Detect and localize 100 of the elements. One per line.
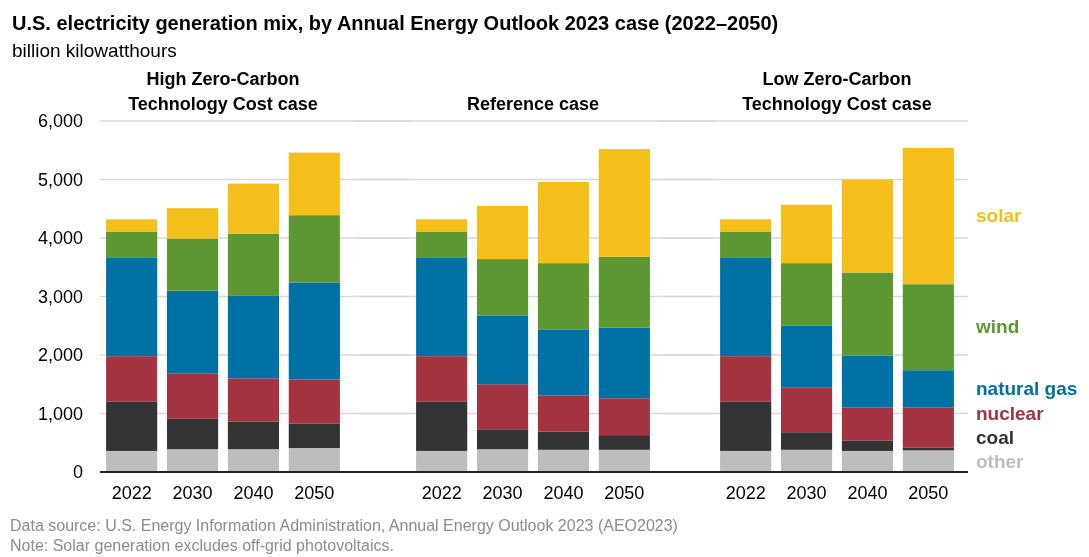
x-tick-label: 2030 <box>482 482 523 503</box>
series-label: nuclear <box>976 403 1045 424</box>
x-tick-label: 2022 <box>725 482 766 503</box>
bar <box>106 219 158 232</box>
bar <box>902 450 954 472</box>
bar <box>476 429 529 450</box>
text: Note: Solar generation excludes off-grid photovoltaics. <box>10 537 394 554</box>
x-axis-title: Low Zero-Carbon Technology Cost case <box>742 69 932 114</box>
bar <box>227 378 280 422</box>
bar <box>227 233 280 296</box>
bar <box>166 290 219 374</box>
x-tick-label: 2050 <box>604 482 645 503</box>
bar <box>227 295 280 379</box>
x-tick-label: 2022 <box>111 482 152 503</box>
bar <box>476 205 529 260</box>
x-tick-label: 2030 <box>172 482 213 503</box>
y-tick-label: 2,000 <box>37 345 83 366</box>
bar <box>476 384 529 430</box>
bar <box>537 449 590 472</box>
bar <box>416 231 468 258</box>
bar <box>598 398 650 436</box>
bar <box>598 449 650 472</box>
y-tick-label: 0 <box>72 462 83 483</box>
bar <box>841 407 894 441</box>
x-axis-title: Reference case <box>466 94 600 114</box>
x-tick-label: 2040 <box>847 482 888 503</box>
bar <box>537 263 590 330</box>
y-tick-label: 3,000 <box>37 286 83 307</box>
bar <box>537 329 590 396</box>
bar <box>106 231 158 258</box>
bar <box>288 282 340 380</box>
bar <box>780 204 833 264</box>
bar <box>841 272 894 356</box>
x-tick-label: 2040 <box>233 482 274 503</box>
bar <box>106 401 158 451</box>
bar <box>598 256 650 328</box>
bar <box>416 450 468 472</box>
bar <box>166 449 219 472</box>
series-label: coal <box>976 427 1015 448</box>
chart-subtitle: billion kilowatthours <box>12 40 177 61</box>
bar <box>780 263 833 326</box>
bar <box>106 356 158 402</box>
bar <box>227 449 280 472</box>
x-tick-label: 2050 <box>294 482 335 503</box>
bar <box>288 379 340 424</box>
bar <box>166 238 219 291</box>
bar <box>288 423 340 449</box>
bar <box>841 355 894 408</box>
bar <box>227 183 280 234</box>
bar <box>720 231 772 258</box>
series-label: wind <box>975 316 1020 338</box>
bar <box>166 373 219 419</box>
bar <box>780 325 833 388</box>
text: U.S. electricity generation mix, by Annual Energy Outlook 2023 case (2022–2050) <box>12 12 779 34</box>
bar <box>720 219 772 232</box>
x-tick-label: 2030 <box>786 482 827 503</box>
bar <box>416 356 468 402</box>
y-tick-label: 1,000 <box>37 403 83 424</box>
bar <box>288 448 340 472</box>
bar <box>841 440 894 451</box>
bar <box>780 387 833 433</box>
bar <box>227 421 280 450</box>
bar <box>288 215 340 283</box>
bar <box>780 449 833 472</box>
bar <box>720 356 772 402</box>
bar <box>780 432 833 450</box>
bar <box>416 257 468 357</box>
y-tick-label: 5,000 <box>37 169 83 190</box>
bar <box>902 370 954 408</box>
x-tick-label: 2022 <box>421 482 462 503</box>
bar <box>902 147 954 285</box>
bar <box>476 449 529 472</box>
bar <box>720 450 772 472</box>
x-axis-title: High Zero-Carbon Technology Cost case <box>128 69 318 114</box>
bar <box>416 401 468 451</box>
y-tick-label: 4,000 <box>37 228 83 249</box>
bar <box>902 284 954 371</box>
bar <box>841 179 894 273</box>
bar <box>720 401 772 451</box>
source-note: Data source: U.S. Energy Information Administration, Annual Energy Outlook 2023 (AEO2023) <box>10 517 678 534</box>
bar <box>720 257 772 357</box>
bar <box>106 450 158 472</box>
bar <box>537 395 590 432</box>
bar <box>166 418 219 450</box>
bar <box>598 327 650 399</box>
bar <box>288 152 340 216</box>
y-tick-label: 6,000 <box>37 111 83 132</box>
bar <box>598 435 650 450</box>
bar <box>166 208 219 239</box>
x-tick-label: 2050 <box>908 482 949 503</box>
bar <box>476 315 529 385</box>
bar <box>416 219 468 232</box>
bar <box>106 257 158 357</box>
series-label: other <box>976 451 1025 472</box>
bar <box>902 447 954 451</box>
series-label: natural gas <box>976 377 1078 399</box>
bar <box>476 259 529 316</box>
bar <box>841 450 894 472</box>
series-label: solar <box>976 205 1023 227</box>
bar <box>598 149 650 257</box>
